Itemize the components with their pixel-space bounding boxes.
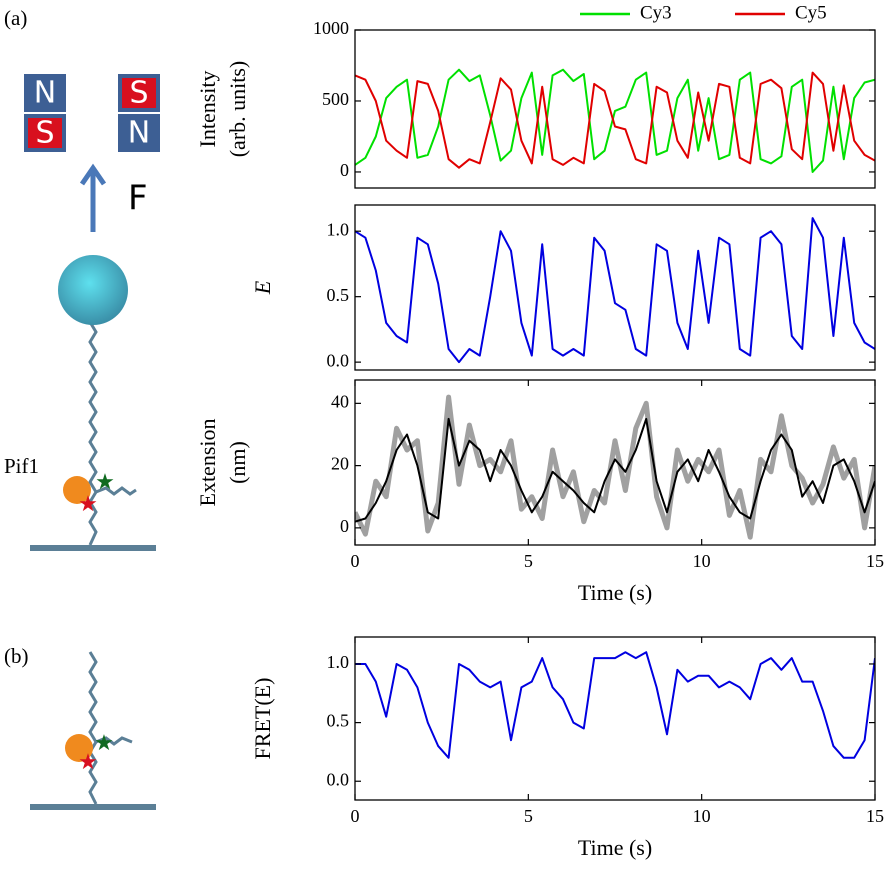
y-axis-label: (arb. units) (225, 61, 250, 158)
magnet: S N (118, 74, 160, 152)
y-tick-label: 1000 (313, 18, 349, 38)
y-axis-label: E (250, 280, 275, 295)
helicase (63, 476, 91, 504)
x-tick-label: 15 (866, 806, 884, 826)
pole: N (34, 76, 56, 111)
y-axis-label: FRET(E) (250, 678, 275, 760)
y-tick-label: 0 (340, 160, 349, 180)
helicase (65, 734, 93, 762)
series-line (355, 71, 875, 169)
star: ★ (78, 749, 98, 774)
y-tick-label: 0 (340, 516, 349, 536)
x-tick-label: 5 (524, 551, 533, 571)
star: ★ (95, 469, 115, 494)
y-tick-label: 1.0 (327, 652, 350, 672)
y-tick-label: 40 (331, 391, 349, 411)
series-line (355, 68, 875, 173)
x-axis-label: Time (s) (578, 580, 652, 605)
y-tick-label: 1.0 (327, 219, 350, 239)
star: ★ (94, 730, 114, 755)
x-tick-label: 0 (351, 806, 360, 826)
y-axis-label: (nm) (225, 441, 250, 484)
pole: N (128, 116, 150, 151)
surface (30, 804, 156, 810)
x-tick-label: 0 (351, 551, 360, 571)
x-axis-label: Time (s) (578, 835, 652, 860)
force-arrow (79, 163, 107, 232)
series-line (355, 417, 875, 523)
y-axis-label: Intensity (195, 71, 220, 148)
star: ★ (78, 491, 98, 516)
plot-frame (354, 29, 876, 189)
dna (88, 651, 98, 805)
dna-branch (95, 736, 133, 746)
y-tick-label: 0.5 (327, 285, 350, 305)
y-axis-label: Extension (195, 419, 220, 507)
plot-frame (354, 379, 876, 546)
plot-frame (354, 204, 876, 371)
series-line (355, 651, 875, 759)
x-tick-label: 10 (693, 551, 711, 571)
y-tick-label: 0.5 (327, 711, 350, 731)
dna-branch (95, 486, 137, 496)
magnet: N S (24, 74, 66, 152)
surface (30, 545, 156, 551)
y-tick-label: 20 (331, 454, 349, 474)
dna (88, 321, 98, 546)
protein-label: Pif1 (4, 454, 39, 478)
force-label: F (128, 179, 148, 219)
legend-label: Cy3 (640, 2, 672, 23)
panel-label: (b) (4, 644, 29, 668)
pole: S (35, 116, 54, 151)
panel-label: (a) (4, 6, 27, 30)
bead (58, 255, 128, 325)
legend-label: Cy5 (795, 2, 827, 23)
pole: S (129, 76, 148, 111)
y-tick-label: 0.0 (327, 350, 350, 370)
plot-frame (354, 636, 876, 801)
x-tick-label: 5 (524, 806, 533, 826)
x-tick-label: 15 (866, 551, 884, 571)
x-tick-label: 10 (693, 806, 711, 826)
series-line (355, 394, 875, 540)
y-tick-label: 0.0 (327, 769, 350, 789)
y-tick-label: 500 (322, 89, 349, 109)
series-line (355, 217, 875, 364)
